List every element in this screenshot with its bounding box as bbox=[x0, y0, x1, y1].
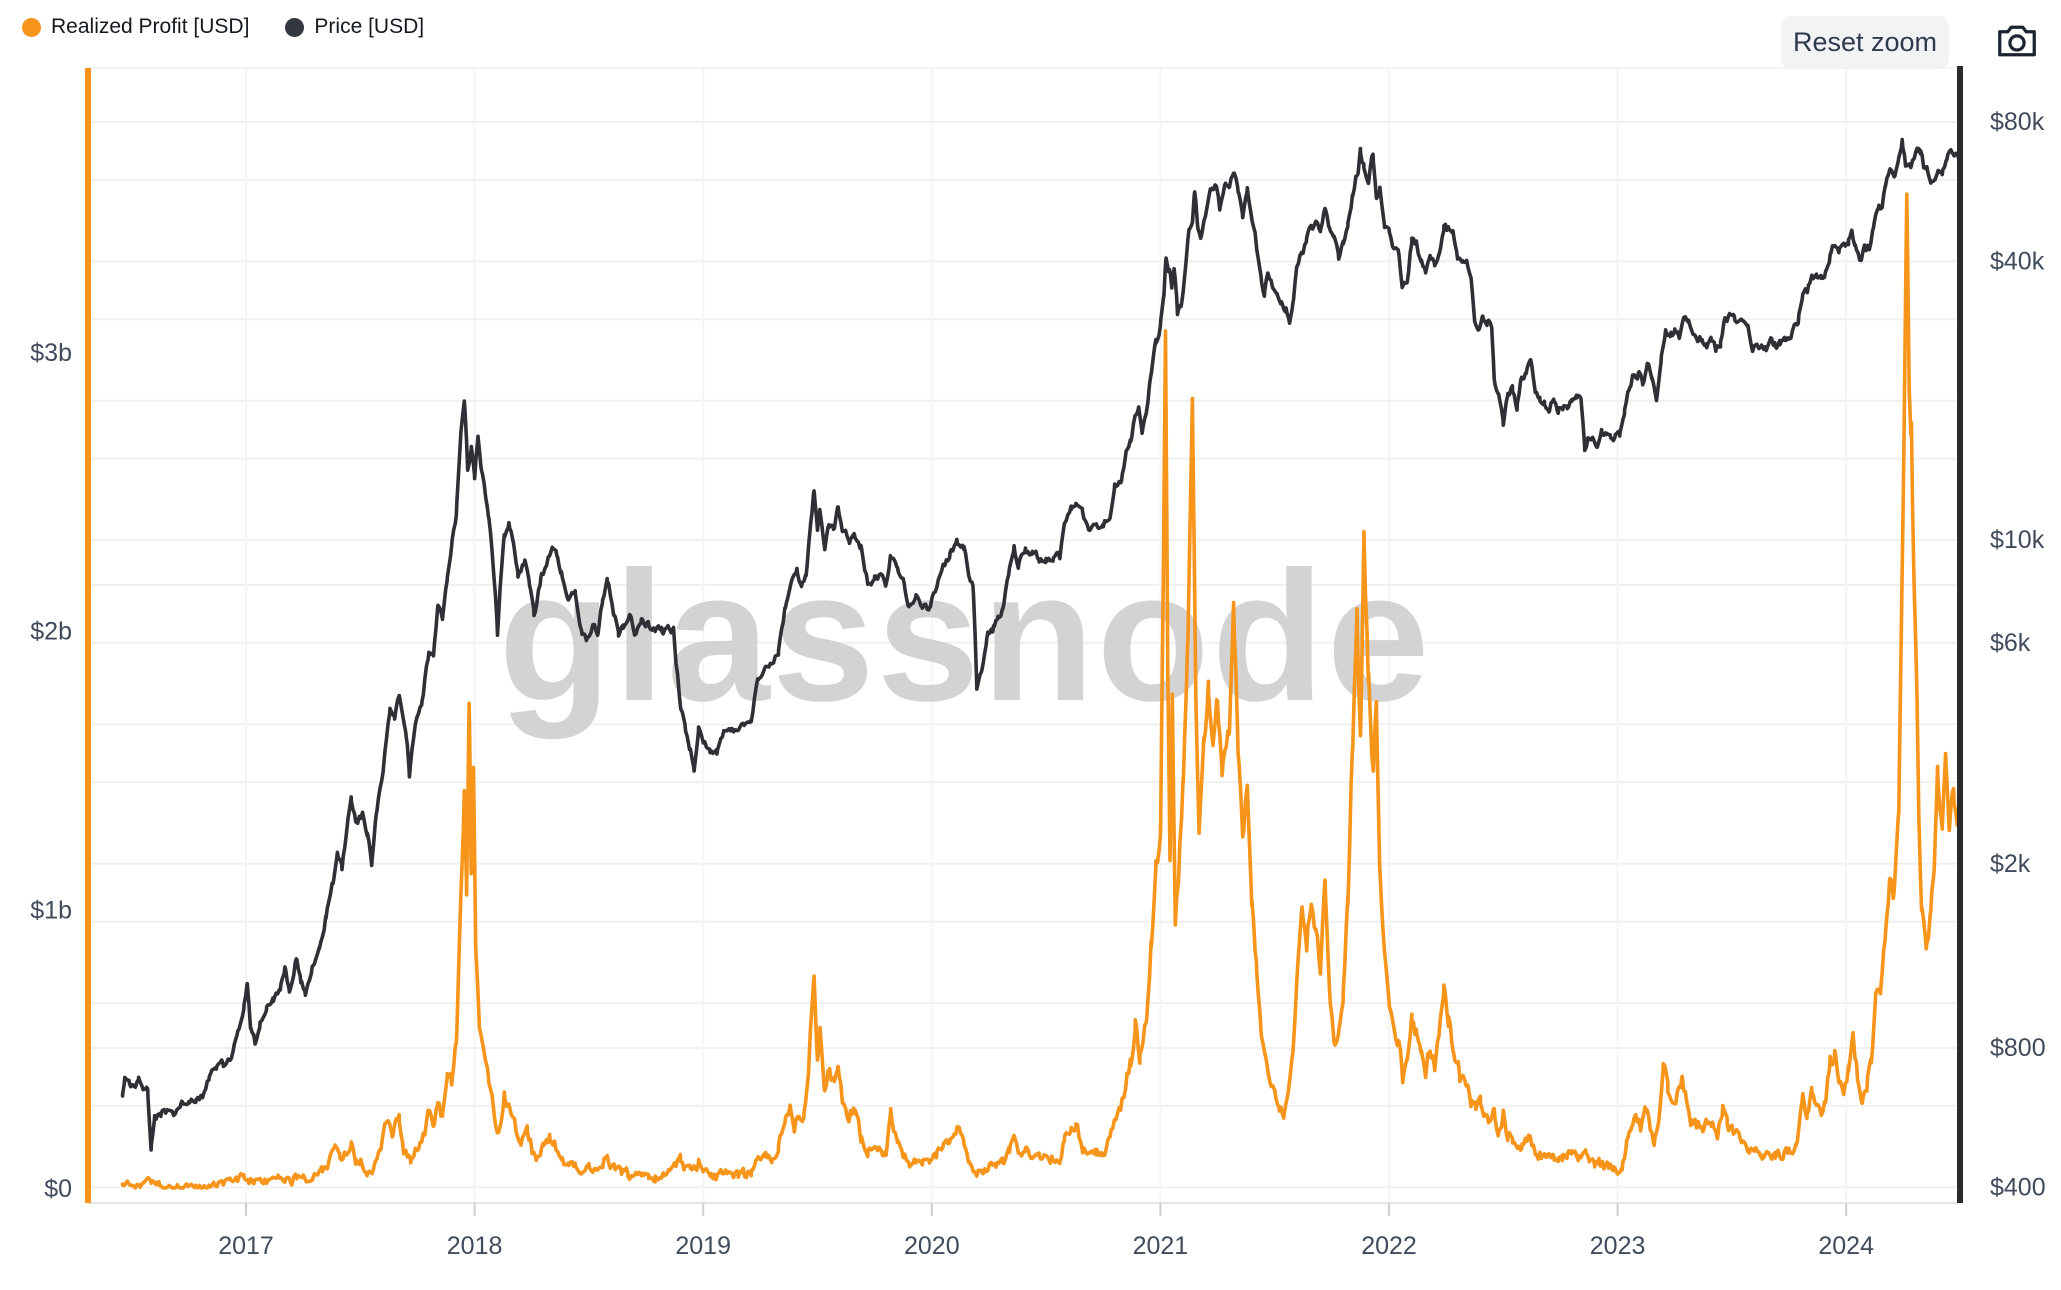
price-dot-icon bbox=[285, 17, 305, 37]
y-left-tick-label: $2b bbox=[30, 618, 72, 646]
y-right-tick-label: $80k bbox=[1990, 108, 2045, 136]
glassnode-watermark: glassnode bbox=[499, 534, 1432, 740]
series-line-price bbox=[120, 137, 1960, 1152]
y-left-tick-label: $1b bbox=[30, 896, 72, 924]
x-axis-year-label: 2020 bbox=[904, 1232, 960, 1260]
gridlines bbox=[88, 67, 1960, 1216]
x-axis-year-label: 2023 bbox=[1590, 1232, 1646, 1260]
x-axis-year-label: 2021 bbox=[1133, 1232, 1189, 1260]
y-left-tick-label: $0 bbox=[44, 1175, 72, 1203]
reset-zoom-button[interactable]: Reset zoom bbox=[1781, 16, 1949, 69]
legend: Realized Profit [USD] Price [USD] bbox=[22, 15, 424, 39]
y-right-tick-label: $400 bbox=[1990, 1173, 2046, 1201]
series-lines bbox=[120, 137, 1960, 1190]
x-axis-year-label: 2019 bbox=[675, 1232, 731, 1260]
x-axis-year-label: 2024 bbox=[1818, 1232, 1874, 1260]
legend-label-realized-profit: Realized Profit [USD] bbox=[51, 15, 250, 38]
x-axis-year-label: 2022 bbox=[1361, 1232, 1417, 1260]
x-axis-year-label: 2018 bbox=[447, 1232, 503, 1260]
y-right-tick-label: $2k bbox=[1990, 850, 2031, 878]
legend-item-realized-profit[interactable]: Realized Profit [USD] bbox=[22, 15, 249, 39]
camera-button[interactable] bbox=[1991, 16, 2043, 68]
realized-profit-dot-icon bbox=[22, 17, 41, 37]
camera-icon bbox=[1998, 25, 2036, 56]
y-right-tick-label: $800 bbox=[1990, 1034, 2046, 1062]
y-right-tick-label: $40k bbox=[1990, 247, 2045, 275]
series-line-realized-profit bbox=[120, 192, 1960, 1190]
y-right-tick-label: $6k bbox=[1990, 629, 2031, 657]
y-right-tick-label: $10k bbox=[1990, 526, 2045, 554]
y-left-tick-label: $3b bbox=[30, 339, 72, 367]
legend-label-price: Price [USD] bbox=[314, 15, 425, 38]
legend-item-price[interactable]: Price [USD] bbox=[285, 15, 424, 39]
x-axis-year-label: 2017 bbox=[218, 1232, 274, 1260]
